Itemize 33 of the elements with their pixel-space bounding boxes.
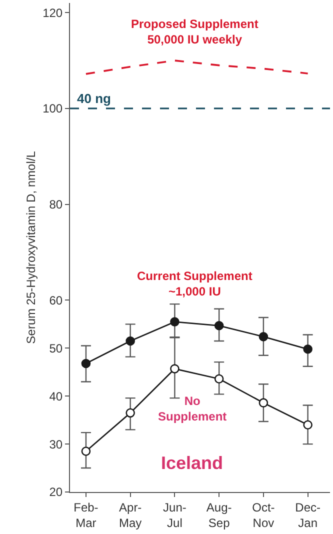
y-tick-label: 30 xyxy=(49,437,63,452)
y-tick-label: 40 xyxy=(49,389,63,404)
x-tick-label: Dec-Jan xyxy=(295,500,320,530)
y-tick-label: 60 xyxy=(49,293,63,308)
point xyxy=(81,358,91,368)
x-tick-label: Oct-Nov xyxy=(252,500,275,530)
ref-line-label: 40 ng xyxy=(77,91,112,106)
point xyxy=(170,364,180,374)
point xyxy=(170,317,180,326)
point xyxy=(258,398,268,408)
point xyxy=(303,420,312,430)
line-series xyxy=(85,60,309,75)
point xyxy=(126,336,135,346)
y-axis-title: Serum 25-Hydroxyvitamin D, nmol/L xyxy=(24,150,38,344)
point xyxy=(81,446,91,456)
point xyxy=(303,344,312,354)
x-tick-label: Jun-Jul xyxy=(163,500,186,530)
y-tick-label: 100 xyxy=(42,102,63,116)
y-tick-label: 20 xyxy=(49,485,63,500)
x-tick-label: Apr-May xyxy=(119,500,142,530)
annotation: No Supplement xyxy=(158,394,227,424)
annotation: Current Supplement ~1,000 IU xyxy=(137,269,252,299)
point xyxy=(214,320,224,330)
y-tick-label: 50 xyxy=(49,341,63,356)
y-tick-label: 120 xyxy=(42,6,63,20)
x-tick-label: Feb-Mar xyxy=(74,500,98,530)
point xyxy=(258,332,268,342)
x-tick-label: Aug-Sep xyxy=(206,500,232,530)
point xyxy=(214,374,224,384)
annotation: Iceland xyxy=(161,453,224,473)
series-label: Proposed Supplement 50,000 IU weekly xyxy=(131,17,258,47)
point xyxy=(126,408,135,418)
y-tick-label: 80 xyxy=(49,198,63,212)
